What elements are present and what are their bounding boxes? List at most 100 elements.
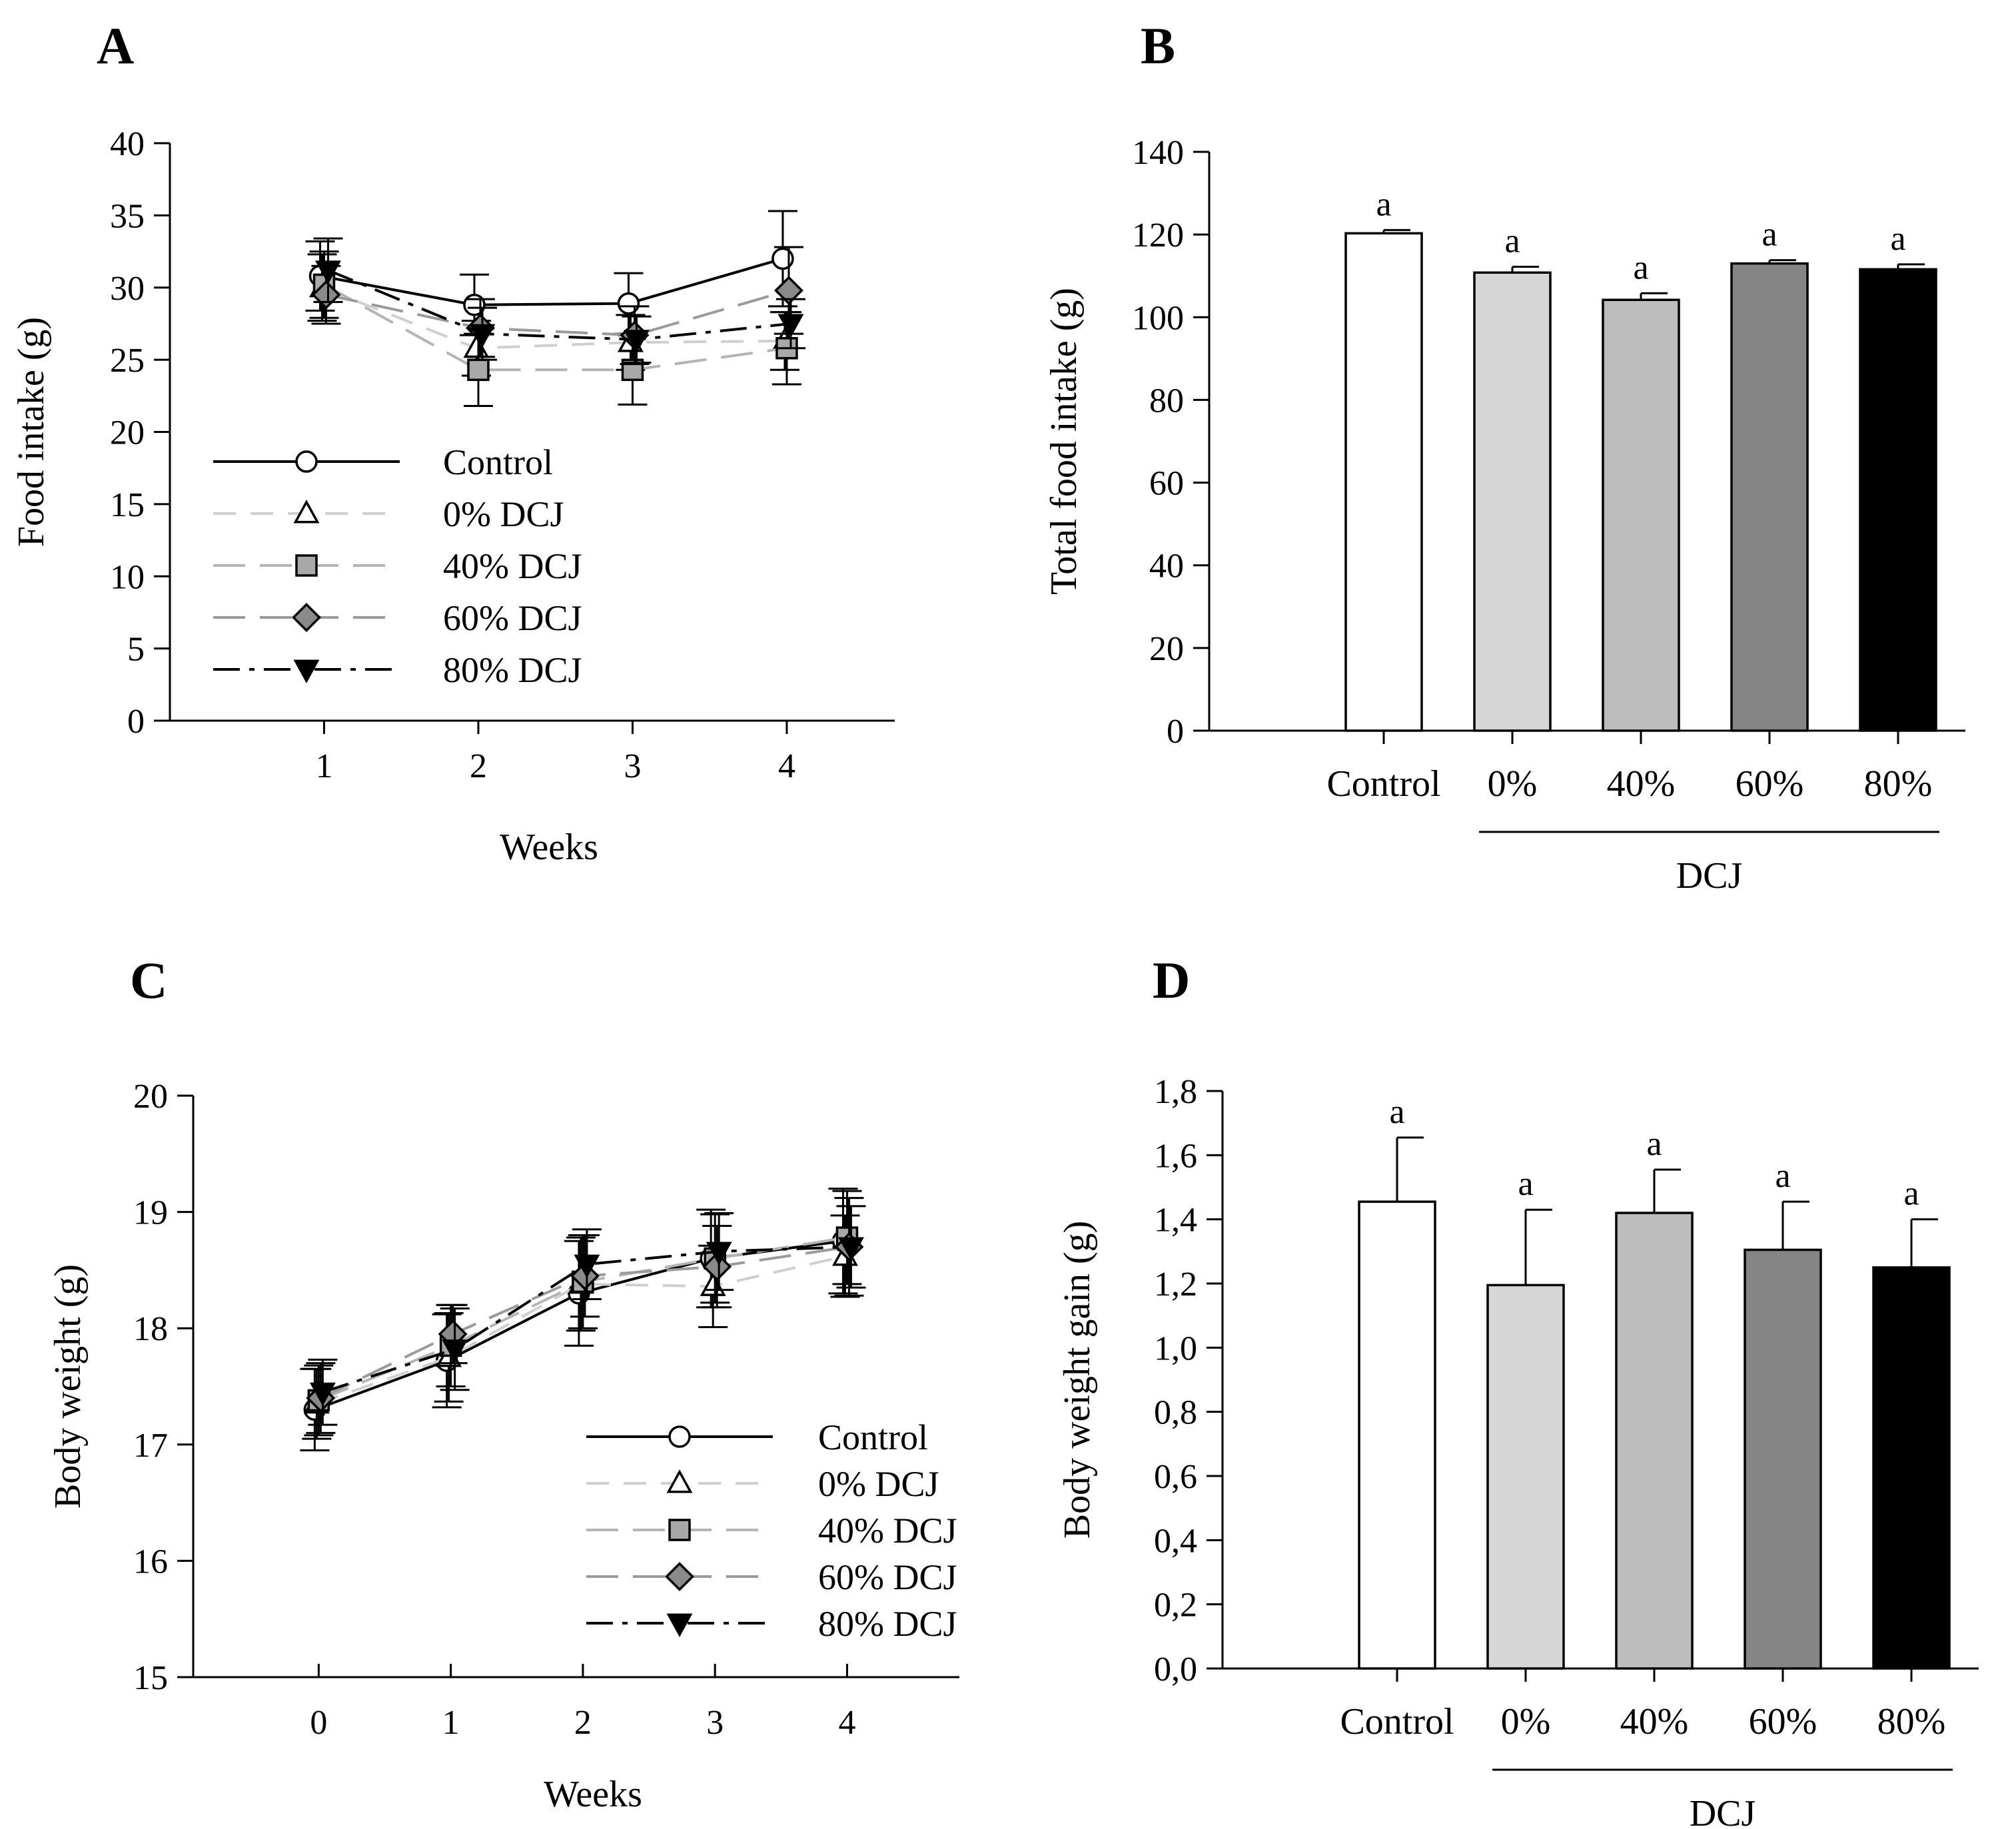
series-80-dcj xyxy=(308,1205,866,1426)
x-tick-label: 1 xyxy=(315,747,332,785)
legend-marker xyxy=(668,1519,691,1541)
legend-label: 80% DCJ xyxy=(818,1604,957,1644)
significance-label: a xyxy=(1646,1125,1662,1163)
data-point xyxy=(777,314,804,338)
significance-label: a xyxy=(1518,1165,1533,1203)
y-tick-label: 0,0 xyxy=(1154,1650,1197,1688)
legend-marker xyxy=(666,1613,693,1637)
data-point xyxy=(442,1339,468,1363)
legend-marker xyxy=(292,603,321,632)
x-tick-label: 40% xyxy=(1607,763,1676,805)
series-line xyxy=(321,286,785,350)
legend-marker xyxy=(293,659,320,683)
bar xyxy=(1473,271,1552,732)
bar xyxy=(1744,1248,1822,1670)
group-label: DCJ xyxy=(1690,1793,1756,1829)
significance-label: a xyxy=(1903,1175,1919,1213)
significance-label: a xyxy=(1504,222,1520,260)
y-tick-label: 10 xyxy=(110,558,145,596)
data-point xyxy=(309,1382,336,1407)
y-tick-label: 5 xyxy=(127,631,145,669)
y-tick-label: 15 xyxy=(133,1659,168,1697)
panel-label: D xyxy=(1153,951,1190,1009)
panel-d-body-weight-gain-bar-chart: D 0,0 0,2 0,4 0,6 0,8 1,0 1,2 1,4 1,6 1,8 Body weig… xyxy=(1057,951,1979,1829)
x-tick-label: 2 xyxy=(470,747,487,785)
y-tick-label: 25 xyxy=(110,342,145,380)
y-tick-label: 0,2 xyxy=(1154,1587,1197,1625)
panel-c-body-weight-line-chart: C 15 16 17 18 19 20 Body weight (g) 0 1 2 3 4 Weeks Co… xyxy=(47,951,959,1815)
y-tick-label: 16 xyxy=(133,1543,168,1581)
y-axis-title: Total food intake (g) xyxy=(1043,288,1085,595)
legend: Control 0% DCJ 40% DCJ 60% DCJ 80% DCJ xyxy=(586,1417,957,1644)
significance-label: a xyxy=(1389,1093,1404,1131)
group-label: DCJ xyxy=(1676,855,1743,897)
series-line xyxy=(316,1254,845,1405)
legend-marker xyxy=(666,1469,693,1493)
series-line xyxy=(320,257,783,306)
significance-label: a xyxy=(1890,220,1905,258)
x-tick-label: Control xyxy=(1340,1701,1454,1742)
y-tick-label: 0 xyxy=(1167,713,1184,751)
y-tick-label: 1,6 xyxy=(1154,1137,1197,1175)
legend: Control 0% DCJ 40% DCJ 60% DCJ 80% DCJ xyxy=(213,442,582,690)
significance-label: a xyxy=(1633,248,1648,286)
y-tick-label: 140 xyxy=(1132,134,1184,172)
series-60-dcj xyxy=(306,1197,864,1434)
y-tick-label: 1,4 xyxy=(1154,1202,1197,1240)
bar xyxy=(1358,1200,1436,1670)
y-tick-label: 19 xyxy=(133,1194,168,1232)
y-tick-label: 0 xyxy=(127,703,145,741)
y-tick-label: 0,4 xyxy=(1154,1522,1197,1560)
x-tick-label: 0% xyxy=(1501,1701,1551,1742)
y-tick-label: 40 xyxy=(1149,548,1184,585)
bar xyxy=(1615,1212,1694,1670)
y-tick-label: 1,0 xyxy=(1154,1329,1197,1367)
y-tick-label: 15 xyxy=(110,486,145,524)
x-tick-label: 80% xyxy=(1864,763,1933,805)
y-tick-label: 20 xyxy=(110,414,145,452)
legend-marker xyxy=(293,500,320,524)
y-axis-title: Body weight (g) xyxy=(47,1264,89,1509)
x-axis-title: Weeks xyxy=(544,1774,642,1815)
bar xyxy=(1872,1266,1951,1670)
y-tick-label: 17 xyxy=(133,1427,168,1465)
significance-label: a xyxy=(1775,1157,1790,1195)
significance-label: a xyxy=(1376,185,1391,223)
x-tick-label: 60% xyxy=(1749,1701,1817,1742)
series-60-dcj xyxy=(311,246,803,366)
panel-label: B xyxy=(1141,17,1175,75)
legend-marker xyxy=(668,1425,691,1448)
y-tick-label: 18 xyxy=(133,1310,168,1348)
x-tick-label: 3 xyxy=(624,747,641,785)
panel-b-total-food-intake-bar-chart: B 0 20 40 60 80 100 120 140 Total food intake (g)… xyxy=(1043,17,1965,897)
y-axis-title: Food intake (g) xyxy=(11,317,52,547)
bar xyxy=(1486,1283,1565,1670)
bar xyxy=(1602,298,1680,732)
x-tick-label: 0 xyxy=(310,1704,327,1742)
legend-label: 60% DCJ xyxy=(443,598,582,638)
panel-a-food-intake-line-chart: A 0 5 10 15 20 25 30 35 40 Food intake (g) 1 2 3 4 Week… xyxy=(11,17,895,868)
y-tick-label: 20 xyxy=(1149,630,1184,668)
x-tick-label: 4 xyxy=(778,747,795,785)
x-tick-label: 0% xyxy=(1488,763,1538,805)
data-point xyxy=(624,330,650,354)
x-tick-label: 1 xyxy=(442,1704,460,1742)
legend-label: 60% DCJ xyxy=(818,1557,957,1597)
legend-label: 80% DCJ xyxy=(443,650,582,690)
y-tick-label: 80 xyxy=(1149,382,1184,420)
y-tick-label: 120 xyxy=(1132,216,1184,254)
x-tick-label: 60% xyxy=(1736,763,1804,805)
y-tick-label: 1,8 xyxy=(1154,1073,1197,1111)
x-tick-label: 2 xyxy=(574,1704,592,1742)
x-tick-label: Control xyxy=(1326,763,1440,805)
legend-label: 0% DCJ xyxy=(443,494,564,534)
y-tick-label: 100 xyxy=(1132,299,1184,337)
data-point xyxy=(838,1237,864,1261)
x-tick-label: 4 xyxy=(838,1704,855,1742)
data-point xyxy=(702,1252,732,1281)
legend-label: Control xyxy=(443,442,553,482)
legend-marker xyxy=(665,1562,694,1591)
data-point xyxy=(706,1242,732,1266)
series-40-dcj xyxy=(304,1190,862,1437)
